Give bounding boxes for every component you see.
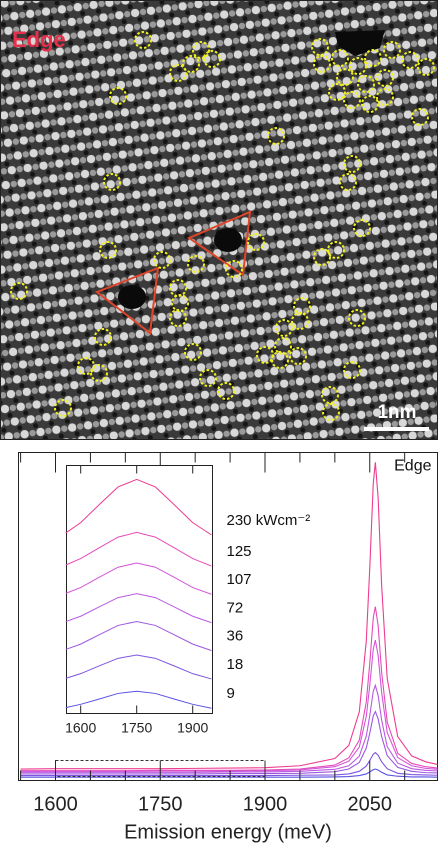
series-label: 9 xyxy=(227,685,235,702)
figure: Edge 1nm 1600 1750 1900 2050 Emission energy… xyxy=(0,0,439,847)
series-label: 36 xyxy=(227,627,244,644)
plot-frame xyxy=(67,466,213,714)
stem-image: Edge 1nm xyxy=(1,1,438,440)
x-tick-label: 1750 xyxy=(138,793,183,815)
series-label: 230 kWcm⁻² xyxy=(227,512,311,529)
page: {"image": {"label": "Edge", "scale_bar":… xyxy=(0,0,439,852)
x-tick-label: 1600 xyxy=(65,720,96,736)
series-label: 18 xyxy=(227,656,244,673)
x-axis-title: Emission energy (meV) xyxy=(124,821,332,843)
x-tick-label: 1600 xyxy=(33,793,78,815)
x-tick-label: 1900 xyxy=(243,793,288,815)
chart-label: Edge xyxy=(394,458,431,475)
x-tick-label: 1900 xyxy=(177,720,208,736)
x-tick-label: 2050 xyxy=(348,793,393,815)
vacancy xyxy=(214,228,242,252)
x-tick-label: 1750 xyxy=(121,720,152,736)
series-label: 107 xyxy=(227,571,252,588)
vacancy xyxy=(118,285,146,309)
series-label: 125 xyxy=(227,543,252,560)
scale-bar-label: 1nm xyxy=(377,402,416,423)
image-label: Edge xyxy=(12,27,66,52)
series-label: 72 xyxy=(227,600,244,617)
